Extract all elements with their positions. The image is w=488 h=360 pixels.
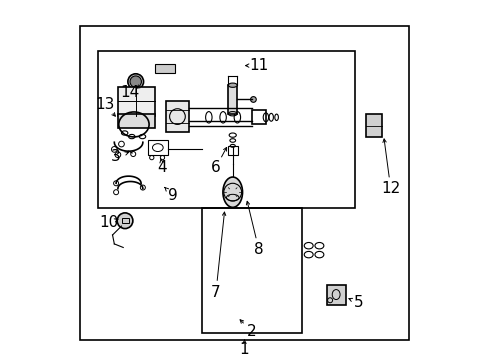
Text: 7: 7 bbox=[211, 284, 220, 300]
Bar bbox=[365, 114, 381, 137]
Bar bbox=[118, 114, 155, 128]
Text: 4: 4 bbox=[157, 160, 167, 175]
Bar bbox=[155, 64, 175, 73]
Circle shape bbox=[250, 96, 256, 102]
Text: 10: 10 bbox=[99, 215, 119, 230]
Circle shape bbox=[128, 74, 143, 90]
Circle shape bbox=[117, 213, 133, 229]
Bar bbox=[80, 26, 408, 340]
Bar bbox=[148, 140, 167, 155]
Bar bbox=[122, 218, 129, 223]
Bar bbox=[326, 285, 346, 305]
Text: 8: 8 bbox=[253, 242, 263, 257]
Text: 5: 5 bbox=[353, 295, 363, 310]
Text: 3: 3 bbox=[111, 149, 121, 164]
Text: 13: 13 bbox=[96, 97, 115, 112]
Text: 11: 11 bbox=[248, 58, 268, 73]
Text: 14: 14 bbox=[121, 85, 140, 100]
Text: 2: 2 bbox=[246, 324, 256, 339]
Text: 12: 12 bbox=[380, 181, 400, 196]
Bar bbox=[166, 101, 189, 131]
Circle shape bbox=[130, 76, 141, 87]
Bar bbox=[251, 110, 265, 125]
Bar bbox=[228, 85, 237, 114]
Text: 9: 9 bbox=[168, 188, 178, 203]
Text: 6: 6 bbox=[211, 160, 221, 175]
Bar bbox=[98, 51, 354, 208]
Bar bbox=[227, 146, 237, 155]
Ellipse shape bbox=[228, 83, 237, 87]
Bar bbox=[118, 87, 155, 116]
Text: 1: 1 bbox=[239, 342, 249, 357]
Ellipse shape bbox=[223, 177, 242, 207]
Bar bbox=[201, 208, 301, 333]
